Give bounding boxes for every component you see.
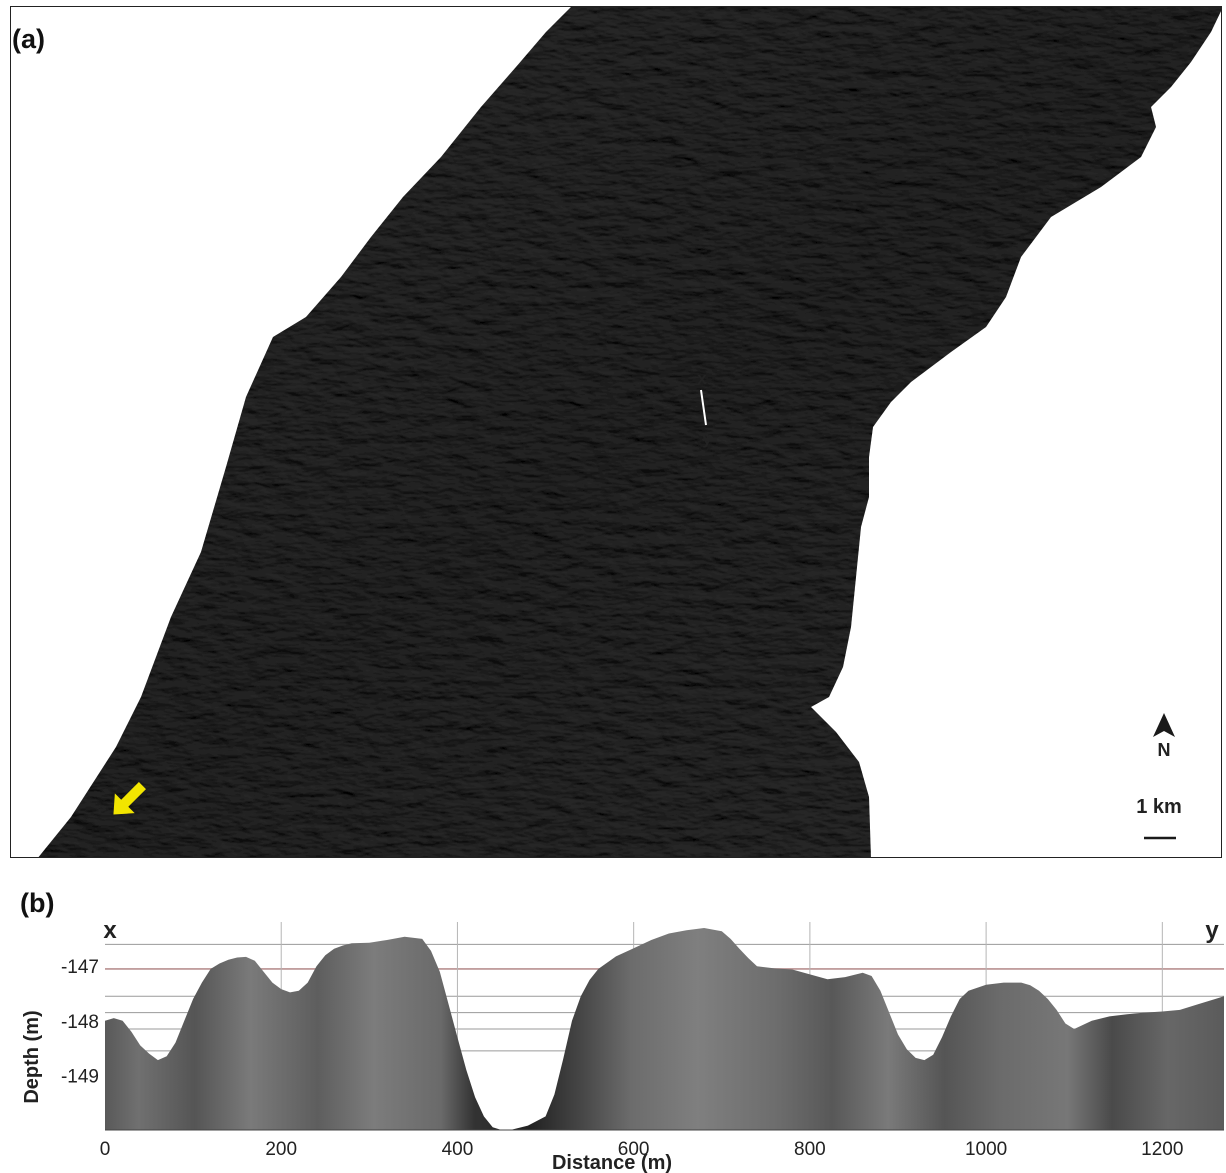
y-tick-label: -148 bbox=[61, 1012, 99, 1033]
plot-area: 0 200 400 600 800 1000 1200 -147 -148 -149 bbox=[61, 922, 1224, 1160]
y-tick-label: -149 bbox=[61, 1066, 99, 1087]
x-tick-label: 400 bbox=[442, 1139, 474, 1160]
transect-start-label: x bbox=[697, 369, 707, 388]
profile-end-label: y bbox=[1205, 917, 1219, 944]
x-tick-label: 200 bbox=[265, 1139, 297, 1160]
bathymetry-map: x y N 1 km bbox=[38, 7, 1221, 857]
y-axis-label: Depth (m) bbox=[21, 1010, 43, 1103]
y-tick-label: -147 bbox=[61, 957, 99, 978]
x-tick-label: 800 bbox=[794, 1139, 826, 1160]
map-panel: x y N 1 km bbox=[10, 6, 1222, 858]
north-label: N bbox=[1158, 740, 1171, 760]
x-tick-label: 600 bbox=[618, 1139, 650, 1160]
x-tick-label: 1000 bbox=[965, 1139, 1007, 1160]
transect-line bbox=[700, 389, 707, 426]
depth-profile-chart: 0 200 400 600 800 1000 1200 -147 -148 -149 x y De… bbox=[21, 917, 1224, 1173]
scale-label: 1 km bbox=[1136, 796, 1182, 818]
seabed-swath bbox=[38, 7, 1221, 857]
depth-profile-area bbox=[105, 928, 1224, 1130]
north-arrow-icon bbox=[1153, 713, 1175, 737]
x-tick-label: 1200 bbox=[1141, 1139, 1183, 1160]
yellow-direction-arrow-icon bbox=[113, 782, 146, 815]
panel-b-label: (b) bbox=[20, 888, 55, 918]
panel-a-label: (a) bbox=[12, 24, 45, 54]
x-tick-label: 0 bbox=[100, 1139, 111, 1160]
x-axis-label: Distance (m) bbox=[552, 1152, 672, 1173]
transect-end-label: y bbox=[702, 429, 712, 448]
profile-start-label: x bbox=[103, 917, 117, 944]
